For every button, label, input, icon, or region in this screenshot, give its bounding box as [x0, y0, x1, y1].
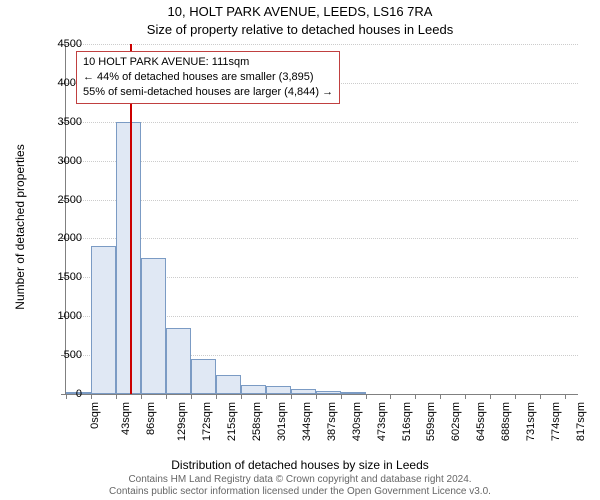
histogram-bar — [266, 386, 291, 394]
x-tick-label: 387sqm — [326, 402, 338, 441]
y-tick-label: 0 — [32, 388, 82, 400]
x-tick-label: 559sqm — [426, 402, 438, 441]
x-tick-label: 688sqm — [501, 402, 513, 441]
annotation-box: 10 HOLT PARK AVENUE: 111sqm← 44% of deta… — [76, 51, 340, 104]
x-tick-label: 43sqm — [120, 402, 132, 435]
histogram-bar — [241, 385, 266, 394]
x-tick-mark — [366, 394, 367, 399]
grid-line — [66, 122, 578, 123]
x-tick-mark — [540, 394, 541, 399]
x-tick-mark — [341, 394, 342, 399]
x-tick-mark — [116, 394, 117, 399]
x-tick-label: 129sqm — [176, 402, 188, 441]
x-axis-label: Distribution of detached houses by size … — [0, 458, 600, 472]
histogram-bar — [141, 258, 166, 394]
chart-container: 10, HOLT PARK AVENUE, LEEDS, LS16 7RA Si… — [0, 0, 600, 500]
y-tick-label: 2000 — [32, 232, 82, 244]
histogram-bar — [191, 359, 216, 394]
x-tick-label: 344sqm — [301, 402, 313, 441]
footer-line1: Contains HM Land Registry data © Crown c… — [128, 474, 471, 485]
histogram-bar — [316, 391, 341, 394]
x-tick-label: 817sqm — [575, 402, 587, 441]
x-tick-label: 473sqm — [376, 402, 388, 441]
x-tick-mark — [415, 394, 416, 399]
chart-title-main: 10, HOLT PARK AVENUE, LEEDS, LS16 7RA — [0, 4, 600, 19]
x-tick-label: 258sqm — [251, 402, 263, 441]
x-tick-label: 516sqm — [401, 402, 413, 441]
x-tick-mark — [515, 394, 516, 399]
x-tick-label: 602sqm — [451, 402, 463, 441]
x-tick-label: 215sqm — [226, 402, 238, 441]
y-tick-label: 500 — [32, 349, 82, 361]
x-tick-label: 172sqm — [201, 402, 213, 441]
x-tick-mark — [316, 394, 317, 399]
x-tick-mark — [241, 394, 242, 399]
x-tick-label: 774sqm — [550, 402, 562, 441]
histogram-bar — [116, 122, 141, 394]
histogram-bar — [291, 389, 316, 394]
x-tick-mark — [465, 394, 466, 399]
x-tick-mark — [440, 394, 441, 399]
x-tick-label: 731sqm — [525, 402, 537, 441]
y-tick-label: 4000 — [32, 77, 82, 89]
footer-note: Contains HM Land Registry data © Crown c… — [0, 474, 600, 498]
grid-line — [66, 161, 578, 162]
grid-line — [66, 44, 578, 45]
x-tick-mark — [141, 394, 142, 399]
grid-line — [66, 238, 578, 239]
y-tick-label: 3000 — [32, 155, 82, 167]
x-tick-label: 430sqm — [351, 402, 363, 441]
y-axis-label: Number of detached properties — [13, 77, 27, 377]
histogram-bar — [166, 328, 191, 394]
grid-line — [66, 200, 578, 201]
x-tick-mark — [191, 394, 192, 399]
y-tick-label: 1000 — [32, 310, 82, 322]
x-tick-mark — [291, 394, 292, 399]
y-tick-label: 4500 — [32, 38, 82, 50]
x-tick-mark — [490, 394, 491, 399]
histogram-bar — [341, 392, 366, 394]
y-tick-label: 2500 — [32, 194, 82, 206]
x-tick-label: 645sqm — [476, 402, 488, 441]
annotation-line: 55% of semi-detached houses are larger (… — [83, 85, 333, 100]
x-tick-label: 86sqm — [145, 402, 157, 435]
x-tick-label: 0sqm — [89, 402, 101, 429]
x-tick-mark — [565, 394, 566, 399]
annotation-line: 10 HOLT PARK AVENUE: 111sqm — [83, 55, 333, 70]
x-tick-mark — [390, 394, 391, 399]
annotation-line: ← 44% of detached houses are smaller (3,… — [83, 70, 333, 85]
x-tick-mark — [91, 394, 92, 399]
x-tick-label: 301sqm — [276, 402, 288, 441]
y-tick-label: 3500 — [32, 116, 82, 128]
x-tick-mark — [266, 394, 267, 399]
histogram-bar — [91, 246, 116, 394]
x-tick-mark — [166, 394, 167, 399]
histogram-bar — [216, 375, 241, 394]
y-tick-label: 1500 — [32, 271, 82, 283]
footer-line2: Contains public sector information licen… — [109, 486, 491, 497]
chart-title-sub: Size of property relative to detached ho… — [0, 22, 600, 37]
x-tick-mark — [216, 394, 217, 399]
